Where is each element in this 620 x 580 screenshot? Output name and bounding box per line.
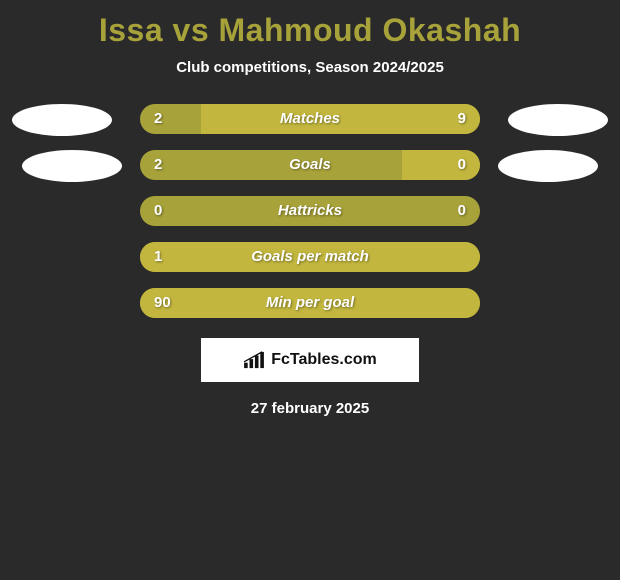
stat-row-goals: 2 Goals 0 (0, 150, 620, 180)
stat-bar: 1 Goals per match (140, 242, 480, 272)
brand-text: FcTables.com (271, 351, 377, 369)
stat-row-hattricks: 0 Hattricks 0 (0, 196, 620, 226)
stat-bar: 90 Min per goal (140, 288, 480, 318)
brand-link[interactable]: FcTables.com (201, 338, 419, 382)
stat-bar: 2 Matches 9 (140, 104, 480, 134)
subtitle: Club competitions, Season 2024/2025 (0, 59, 620, 76)
stat-bar: 0 Hattricks 0 (140, 196, 480, 226)
stat-right-value: 0 (458, 150, 466, 180)
stat-row-mpg: 90 Min per goal (0, 288, 620, 318)
stat-label: Goals per match (140, 242, 480, 272)
bar-chart-icon (243, 351, 265, 369)
stat-bar: 2 Goals 0 (140, 150, 480, 180)
stat-label: Min per goal (140, 288, 480, 318)
stat-right-value: 0 (458, 196, 466, 226)
stat-row-gpm: 1 Goals per match (0, 242, 620, 272)
date-text: 27 february 2025 (0, 400, 620, 417)
stat-label: Goals (140, 150, 480, 180)
stat-right-value: 9 (458, 104, 466, 134)
stat-row-matches: 2 Matches 9 (0, 104, 620, 134)
stat-label: Hattricks (140, 196, 480, 226)
stats-area: 2 Matches 9 2 Goals 0 0 Hattricks 0 1 Go… (0, 104, 620, 318)
page-title: Issa vs Mahmoud Okashah (0, 0, 620, 49)
stat-label: Matches (140, 104, 480, 134)
